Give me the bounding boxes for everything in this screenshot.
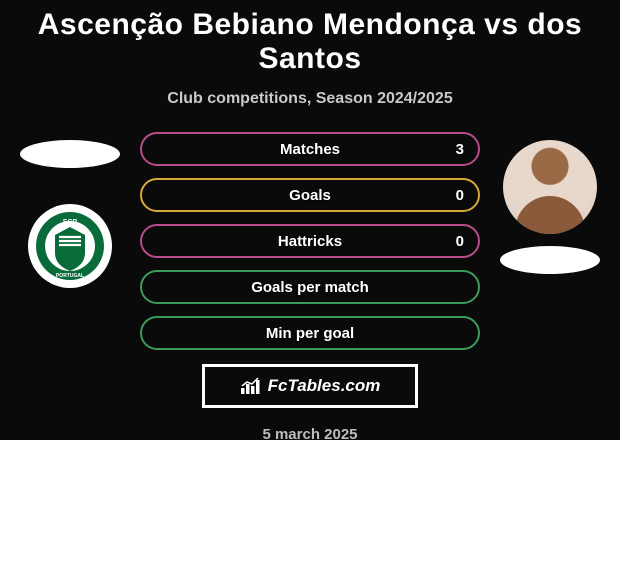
- player-left-column: SCP PORTUGAL: [20, 132, 120, 288]
- stat-pill: Min per goal: [140, 316, 480, 350]
- brand-box[interactable]: FcTables.com: [202, 364, 418, 408]
- stat-label: Goals: [289, 187, 331, 204]
- player-left-photo-placeholder: [20, 140, 120, 168]
- date-text: 5 march 2025: [0, 426, 620, 443]
- sporting-badge-icon: SCP PORTUGAL: [35, 211, 105, 281]
- stat-pill: Matches 3: [140, 132, 480, 166]
- brand-text: FcTables.com: [268, 376, 381, 396]
- stats-column: Matches 3 Goals 0 Hattricks 0 Goals per match M…: [140, 132, 480, 350]
- stat-pill: Goals 0: [140, 178, 480, 212]
- svg-text:PORTUGAL: PORTUGAL: [56, 273, 84, 279]
- stat-pill: Hattricks 0: [140, 224, 480, 258]
- svg-text:SCP: SCP: [63, 219, 78, 226]
- stat-value: 3: [456, 141, 464, 158]
- stat-value: 0: [456, 233, 464, 250]
- stat-label: Min per goal: [266, 325, 354, 342]
- player-right-column: [500, 132, 600, 274]
- stat-label: Hattricks: [278, 233, 342, 250]
- comparison-widget: Ascenção Bebiano Mendonça vs dos Santos …: [0, 0, 620, 440]
- player-right-club-placeholder: [500, 246, 600, 274]
- player-left-club-badge: SCP PORTUGAL: [28, 204, 112, 288]
- content-row: SCP PORTUGAL Matches3Goals0Hattricks0Goa…: [0, 132, 620, 350]
- subtitle: Club competitions, Season 2024/2025: [0, 90, 620, 108]
- page-title: Ascenção Bebiano Mendonça vs dos Santos: [0, 8, 620, 76]
- stat-label: Matches: [280, 141, 340, 158]
- player-right-photo: [503, 140, 597, 234]
- chart-icon: [240, 377, 262, 395]
- stat-pill: Goals per match: [140, 270, 480, 304]
- stat-value: 0: [456, 187, 464, 204]
- stat-label: Goals per match: [251, 279, 369, 296]
